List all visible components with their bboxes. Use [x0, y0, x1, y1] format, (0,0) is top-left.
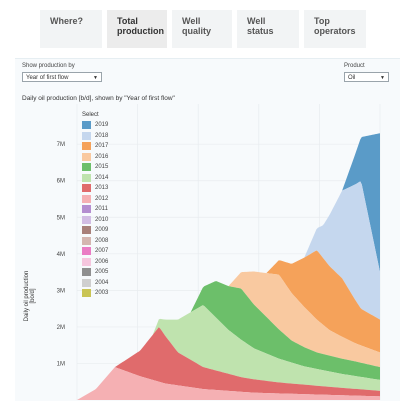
legend-item-2017[interactable]: 2017: [82, 141, 132, 152]
legend: Select 2019 2018 2017 2016 2015 2014 2013 2012 2…: [82, 112, 132, 299]
legend-swatch: [82, 163, 91, 172]
legend-title: Select: [82, 112, 99, 118]
production-chart: 1M 2M 3M 4M 5M 6M 7M: [57, 104, 381, 400]
y-tick-label: 4M: [57, 252, 65, 258]
product-value: Oil: [348, 75, 356, 81]
legend-label: 2005: [95, 269, 109, 276]
tab-well-quality[interactable]: Well quality: [172, 10, 232, 48]
show-by-label: Show production by: [22, 63, 75, 69]
legend-item-2012[interactable]: 2012: [82, 194, 132, 205]
chevron-down-icon: ▼: [93, 75, 98, 81]
legend-swatch: [82, 152, 91, 161]
legend-label: 2009: [95, 227, 109, 234]
legend-label: 2011: [95, 206, 108, 213]
area-series-2015: [77, 281, 380, 400]
legend-swatch: [82, 257, 91, 266]
y-tick-label: 7M: [57, 142, 65, 148]
legend-item-2013[interactable]: 2013: [82, 183, 132, 194]
legend-item-2014[interactable]: 2014: [82, 173, 132, 184]
legend-item-2009[interactable]: 2009: [82, 225, 132, 236]
legend-swatch: [82, 131, 91, 140]
y-tick-label: 1M: [57, 361, 65, 367]
legend-item-2005[interactable]: 2005: [82, 267, 132, 278]
legend-label: 2007: [95, 248, 109, 255]
y-tick-label: 3M: [57, 288, 65, 294]
legend-swatch: [82, 278, 91, 287]
legend-swatch: [82, 142, 91, 151]
legend-swatch: [82, 226, 91, 235]
legend-swatch: [82, 173, 91, 182]
legend-item-2011[interactable]: 2011: [82, 204, 132, 215]
area-series-2017: [77, 250, 380, 400]
y-tick-label: 6M: [57, 179, 65, 185]
y-axis-label: Daily oil production [bo/d]: [24, 270, 36, 322]
legend-label: 2013: [95, 185, 109, 192]
show-by-value: Year of first flow: [26, 75, 69, 81]
legend-label: 2019: [95, 122, 109, 129]
product-label: Product: [344, 63, 365, 69]
legend-label: 2015: [95, 164, 109, 171]
show-by-select[interactable]: Year of first flow ▼: [22, 72, 102, 82]
legend-item-2004[interactable]: 2004: [82, 278, 132, 289]
area-series-2012: [77, 367, 380, 400]
area-series-2018: [77, 181, 380, 400]
legend-item-2010[interactable]: 2010: [82, 215, 132, 226]
tab-where[interactable]: Where?: [40, 10, 102, 48]
y-tick-label: 5M: [57, 215, 65, 221]
legend-item-2016[interactable]: 2016: [82, 152, 132, 163]
legend-item-2008[interactable]: 2008: [82, 236, 132, 247]
legend-label: 2018: [95, 132, 109, 139]
legend-swatch: [82, 247, 91, 256]
legend-item-2019[interactable]: 2019: [82, 120, 132, 131]
legend-swatch: [82, 121, 91, 130]
legend-label: 2006: [95, 258, 109, 265]
area-series-2013: [77, 327, 380, 400]
tab-bar: Where? Total production Well quality Wel…: [40, 10, 366, 48]
legend-swatch: [82, 215, 91, 224]
area-series-2014: [77, 305, 380, 400]
legend-swatch: [82, 184, 91, 193]
legend-label: 2017: [95, 143, 109, 150]
product-select[interactable]: Oil ▼: [344, 72, 389, 82]
legend-item-2006[interactable]: 2006: [82, 257, 132, 268]
legend-swatch: [82, 268, 91, 277]
legend-item-2015[interactable]: 2015: [82, 162, 132, 173]
legend-swatch: [82, 289, 91, 298]
tab-well-status[interactable]: Well status: [237, 10, 299, 48]
legend-label: 2012: [95, 195, 109, 202]
legend-label: 2014: [95, 174, 109, 181]
legend-label: 2010: [95, 216, 109, 223]
y-tick-label: 2M: [57, 325, 65, 331]
legend-swatch: [82, 236, 91, 245]
legend-label: 2004: [95, 279, 109, 286]
chevron-down-icon: ▼: [380, 75, 385, 81]
tab-top-operators[interactable]: Top operators: [304, 10, 366, 48]
chart-title: Daily oil production [b/d], shown by "Ye…: [22, 95, 175, 102]
legend-label: 2003: [95, 290, 109, 297]
legend-item-2007[interactable]: 2007: [82, 246, 132, 257]
legend-item-2018[interactable]: 2018: [82, 131, 132, 142]
legend-label: 2008: [95, 237, 109, 244]
legend-swatch: [82, 194, 91, 203]
legend-label: 2016: [95, 153, 109, 160]
legend-item-2003[interactable]: 2003: [82, 288, 132, 299]
tab-total-production[interactable]: Total production: [107, 10, 167, 48]
area-series-2016: [77, 271, 380, 400]
legend-swatch: [82, 205, 91, 214]
